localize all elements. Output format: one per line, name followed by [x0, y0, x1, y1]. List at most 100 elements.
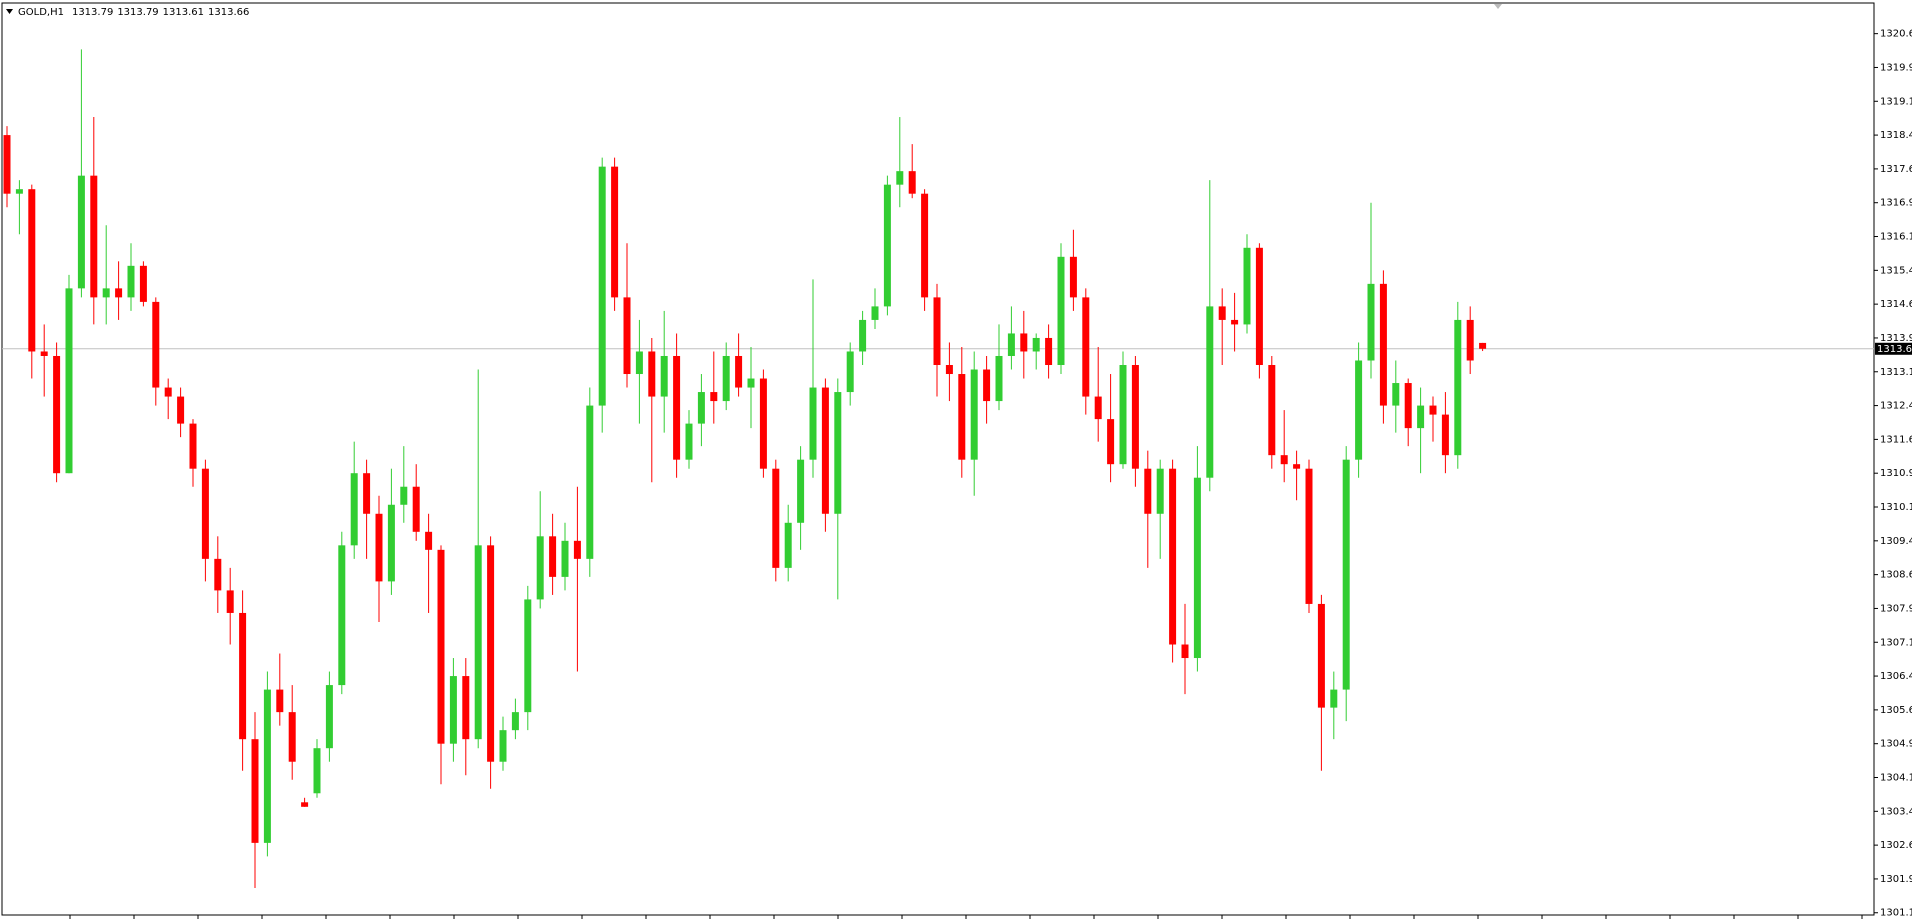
candle-body: [1268, 365, 1276, 456]
candle-body: [1367, 283, 1375, 361]
candle-body: [1094, 396, 1102, 420]
candle-body: [958, 374, 966, 460]
candle-body: [449, 676, 457, 744]
candle-body: [1280, 455, 1288, 465]
candle-body: [363, 473, 371, 514]
candle-body: [1131, 365, 1139, 469]
candle-body: [325, 685, 333, 749]
candle-body: [115, 288, 123, 298]
candle-body: [139, 265, 147, 302]
candle-body: [301, 802, 309, 807]
header-value: 1313.79: [117, 7, 158, 18]
candle-body: [1193, 477, 1201, 659]
candle-body: [673, 355, 681, 460]
candle-body: [1243, 247, 1251, 325]
y-tick-label: 1304.15: [1880, 773, 1912, 784]
header-value: 1313.61: [163, 7, 204, 18]
candle-body: [524, 599, 532, 713]
y-tick-label: 1301.15: [1880, 908, 1912, 919]
candle-body: [983, 369, 991, 402]
y-tick-label: 1314.65: [1880, 299, 1912, 310]
candle-body: [189, 423, 197, 469]
candle-body: [772, 468, 780, 568]
candle-body: [65, 288, 73, 474]
candle-body: [1441, 414, 1449, 456]
candle-body: [239, 612, 247, 740]
candle-body: [102, 288, 110, 298]
y-tick-label: 1316.15: [1880, 232, 1912, 243]
candle-body: [561, 540, 569, 577]
candle-body: [226, 590, 234, 613]
plot-frame: [1, 2, 1875, 916]
y-tick-label: 1308.65: [1880, 570, 1912, 581]
candle-body: [1181, 644, 1189, 659]
y-tick-label: 1313.90: [1880, 333, 1912, 344]
candle-body: [648, 351, 656, 397]
candle-body: [908, 171, 916, 194]
candle-body: [635, 351, 643, 375]
header-value: 1313.66: [208, 7, 249, 18]
y-tick-label: 1313.15: [1880, 367, 1912, 378]
candle-body: [1255, 247, 1263, 366]
candle-body: [1169, 468, 1177, 645]
candle-body: [809, 387, 817, 460]
candle-body: [1293, 464, 1301, 469]
candle-body: [375, 513, 383, 582]
candle-body: [350, 473, 358, 546]
candle-body: [313, 748, 321, 794]
y-tick-label: 1304.90: [1880, 739, 1912, 750]
candle-body: [1392, 383, 1400, 406]
y-tick-label: 1312.40: [1880, 401, 1912, 412]
candle-body: [1454, 319, 1462, 456]
candle-body: [611, 166, 619, 298]
candle-body: [921, 193, 929, 298]
y-tick-label: 1305.65: [1880, 705, 1912, 716]
candle-body: [573, 540, 581, 559]
y-tick-label: 1320.65: [1880, 29, 1912, 40]
chart-header: GOLD,H1 1313.79 1313.79 1313.61 1313.66: [18, 7, 249, 18]
candle-body: [3, 135, 11, 194]
y-tick-label: 1307.90: [1880, 603, 1912, 614]
candle-body: [722, 355, 730, 402]
y-tick-label: 1301.90: [1880, 874, 1912, 885]
candle-body: [474, 545, 482, 740]
candle-body: [1069, 256, 1077, 298]
symbol: GOLD,H1: [18, 7, 64, 18]
candle-body: [1355, 360, 1363, 460]
candle-body: [933, 297, 941, 366]
y-tick-label: 1307.15: [1880, 637, 1912, 648]
candle-body: [164, 387, 172, 397]
candle-body: [1404, 383, 1412, 429]
candle-body: [1057, 256, 1065, 366]
candle-body: [747, 378, 755, 388]
candle-body: [90, 175, 98, 298]
candle-body: [1119, 365, 1127, 465]
candle-body: [1107, 419, 1115, 465]
candle-body: [15, 189, 23, 194]
y-tick-label: 1302.65: [1880, 840, 1912, 851]
y-tick-label: 1310.15: [1880, 502, 1912, 513]
candle-body: [77, 175, 85, 289]
candle-body: [511, 712, 519, 731]
candle-body: [276, 689, 284, 713]
candle-body: [487, 545, 495, 762]
candle-body: [214, 558, 222, 591]
y-tick-label: 1310.90: [1880, 468, 1912, 479]
candle-body: [1218, 306, 1226, 320]
candle-body: [201, 468, 209, 559]
candle-body: [462, 676, 470, 740]
candle-body: [735, 355, 743, 388]
candle-body: [1429, 405, 1437, 415]
y-tick-label: 1318.40: [1880, 130, 1912, 141]
candle-body: [995, 355, 1003, 402]
y-tick-label: 1311.65: [1880, 434, 1912, 445]
current-price-box: [1875, 342, 1912, 355]
candle-body: [1007, 333, 1015, 356]
y-tick-label: 1316.90: [1880, 198, 1912, 209]
candle-body: [1082, 297, 1090, 397]
candle-body: [425, 531, 433, 550]
menu-arrow[interactable]: [6, 9, 13, 14]
candle-body: [1231, 319, 1239, 325]
